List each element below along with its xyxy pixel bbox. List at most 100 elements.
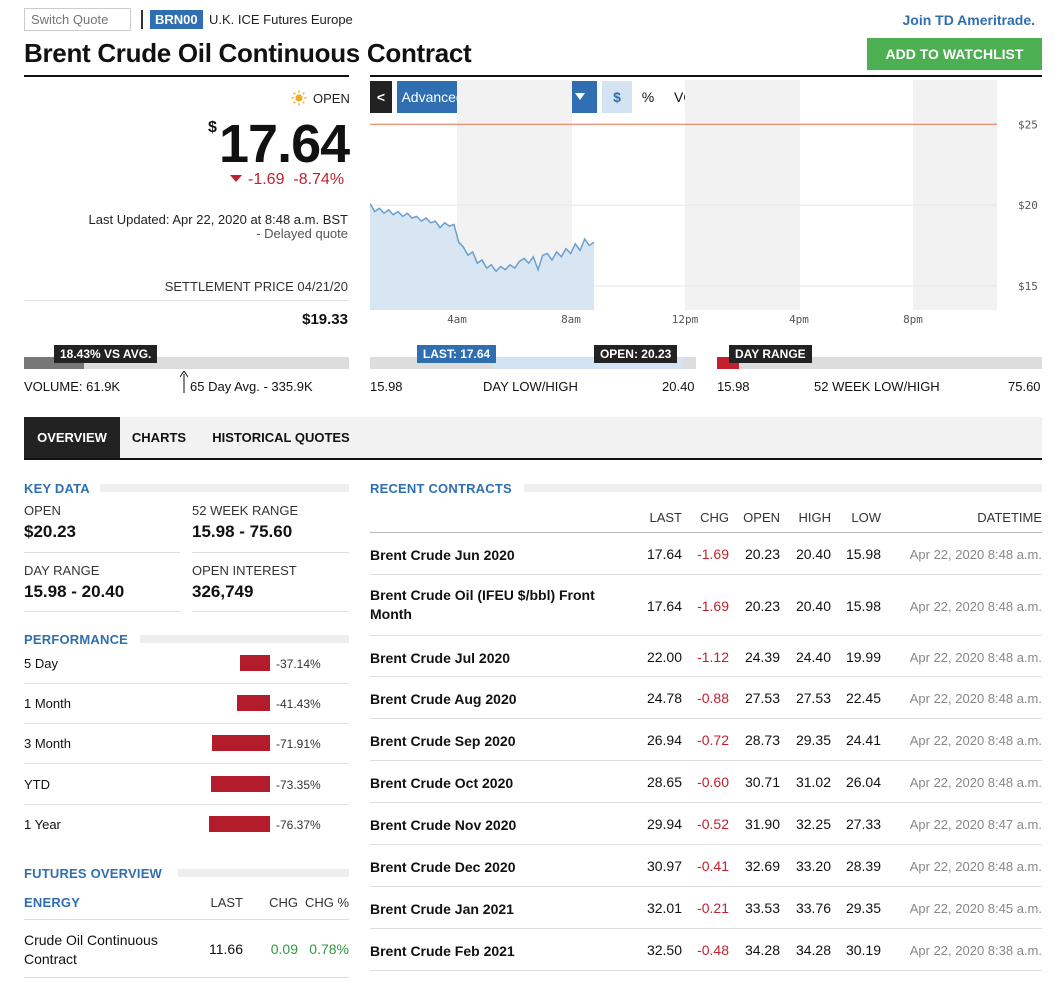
contract-datetime: Apr 22, 2020 8:48 a.m. — [909, 775, 1042, 790]
contract-row[interactable] — [370, 929, 1042, 971]
open-value: $20.23 — [24, 522, 76, 541]
contract-last: 30.97 — [646, 858, 682, 874]
contract-row[interactable] — [370, 761, 1042, 803]
down-arrow-icon — [230, 175, 242, 182]
tab-historical-quotes[interactable]: HISTORICAL QUOTES — [212, 430, 350, 445]
key-data-divider — [192, 611, 349, 612]
contract-high: 20.40 — [795, 597, 831, 614]
contract-row[interactable] — [370, 845, 1042, 887]
arrow-up-icon — [180, 371, 188, 393]
contract-last: 17.64 — [646, 546, 682, 562]
futures-row-last: 11.66 — [209, 941, 243, 957]
contract-row[interactable] — [370, 719, 1042, 761]
add-to-watchlist-button[interactable]: ADD TO WATCHLIST — [867, 38, 1042, 70]
performance-value: -41.43% — [276, 697, 321, 711]
contract-open: 27.53 — [744, 690, 780, 706]
performance-divider — [24, 723, 349, 724]
contract-last: 32.50 — [646, 942, 682, 958]
contract-datetime: Apr 22, 2020 8:48 a.m. — [909, 649, 1042, 665]
percent-mode-button[interactable]: % — [641, 89, 655, 105]
sun-icon — [291, 90, 307, 106]
x-tick-label: 8pm — [903, 313, 923, 326]
contract-low: 15.98 — [845, 597, 881, 614]
contract-row[interactable] — [370, 887, 1042, 929]
contract-name[interactable]: Brent Crude Dec 2020 — [370, 859, 516, 875]
quote-top-rule — [24, 75, 349, 77]
contract-last: 22.00 — [646, 648, 682, 665]
contract-low: 26.04 — [845, 774, 881, 790]
contract-low: 19.99 — [845, 648, 881, 665]
contract-datetime: Apr 22, 2020 8:47 a.m. — [909, 817, 1042, 832]
open-interest-value: 326,749 — [192, 582, 254, 601]
energy-subheading: ENERGY — [24, 895, 81, 910]
contract-open: 33.53 — [744, 900, 780, 916]
contract-high: 34.28 — [795, 942, 831, 958]
contract-name[interactable]: Brent Crude Feb 2021 — [370, 943, 515, 959]
contract-row[interactable] — [370, 677, 1042, 719]
contract-datetime: Apr 22, 2020 8:48 a.m. — [909, 691, 1042, 706]
futures-col-last: LAST — [210, 895, 243, 910]
contracts-col-open: OPEN — [743, 510, 780, 525]
contract-row[interactable] — [370, 575, 1042, 636]
contract-high: 33.76 — [795, 900, 831, 916]
contract-row[interactable] — [370, 636, 1042, 677]
contract-name[interactable]: Brent Crude Oct 2020 — [370, 775, 514, 791]
settlement-divider — [24, 300, 349, 301]
contract-last: 24.78 — [646, 690, 682, 706]
dollar-mode-button[interactable]: $ — [602, 81, 632, 113]
contract-last: 28.65 — [646, 774, 682, 790]
tab-charts[interactable]: CHARTS — [131, 430, 187, 445]
contract-high: 24.40 — [795, 648, 831, 665]
contract-open: 24.39 — [744, 648, 780, 665]
contract-row[interactable] — [370, 803, 1042, 845]
delayed-quote-note: - Delayed quote — [256, 226, 348, 241]
join-td-ameritrade-link[interactable]: Join TD Ameritrade. — [902, 12, 1035, 28]
contract-name[interactable]: Brent Crude Aug 2020 — [370, 691, 517, 707]
52-week-range-key-value: 15.98 - 75.60 — [192, 522, 293, 541]
key-data-divider — [24, 611, 180, 612]
switch-quote-input[interactable] — [24, 8, 131, 31]
header-separator — [141, 10, 143, 29]
contract-name[interactable]: Brent Crude Oil (IFEU $/bbl) Front Month — [370, 587, 595, 622]
contract-high: 29.35 — [795, 732, 831, 748]
performance-period: YTD — [24, 777, 50, 792]
contract-name[interactable]: Brent Crude Jul 2020 — [370, 649, 511, 666]
day-range-label: DAY LOW/HIGH — [483, 379, 578, 394]
y-tick-label: $25 — [1018, 118, 1038, 131]
contract-datetime: Apr 22, 2020 8:45 a.m. — [909, 901, 1042, 916]
futures-row-name[interactable]: Crude Oil Continuous Contract — [24, 932, 158, 967]
contract-name[interactable]: Brent Crude Jun 2020 — [370, 547, 515, 563]
contract-name[interactable]: Brent Crude Nov 2020 — [370, 817, 517, 833]
performance-period: 3 Month — [24, 736, 71, 751]
contract-high: 31.02 — [795, 774, 831, 790]
contract-name[interactable]: Brent Crude Sep 2020 — [370, 733, 516, 749]
performance-bar — [212, 735, 270, 751]
contract-low: 30.19 — [845, 942, 881, 958]
futures-row-chg-pct: 0.78% — [309, 941, 349, 957]
volume-label: VOLUME: 61.9K — [24, 379, 121, 394]
contracts-header-rule — [370, 532, 1042, 533]
session-band — [685, 80, 800, 310]
x-tick-label: 12pm — [672, 313, 699, 326]
price-series-area — [370, 203, 594, 310]
performance-bar — [211, 776, 270, 792]
contract-last: 26.94 — [646, 732, 682, 748]
chart-collapse-button[interactable]: < — [370, 81, 392, 113]
contract-chg: -0.52 — [697, 816, 729, 832]
performance-period: 1 Month — [24, 696, 71, 711]
tab-overview[interactable]: OVERVIEW — [24, 417, 120, 459]
contract-datetime: Apr 22, 2020 8:38 a.m. — [909, 943, 1042, 958]
y-tick-label: $20 — [1018, 199, 1038, 212]
intraday-price-chart[interactable]: 4am 8am 12pm 4pm 8pm $25 $20 $15 — [370, 80, 1042, 330]
contract-row[interactable] — [370, 533, 1042, 575]
open-price-flag: OPEN: 20.23 — [593, 345, 678, 363]
change-percent: -8.74% — [293, 171, 345, 188]
last-updated: Last Updated: Apr 22, 2020 at 8:48 a.m. … — [88, 212, 348, 227]
contracts-col-last: LAST — [649, 510, 682, 525]
open-interest-label: OPEN INTEREST — [192, 563, 297, 578]
contract-chg: -0.41 — [697, 858, 729, 874]
contract-chg: -0.72 — [697, 732, 729, 748]
contract-name[interactable]: Brent Crude Jan 2021 — [370, 901, 514, 917]
chevron-down-icon — [575, 93, 585, 100]
performance-value: -37.14% — [276, 657, 321, 671]
